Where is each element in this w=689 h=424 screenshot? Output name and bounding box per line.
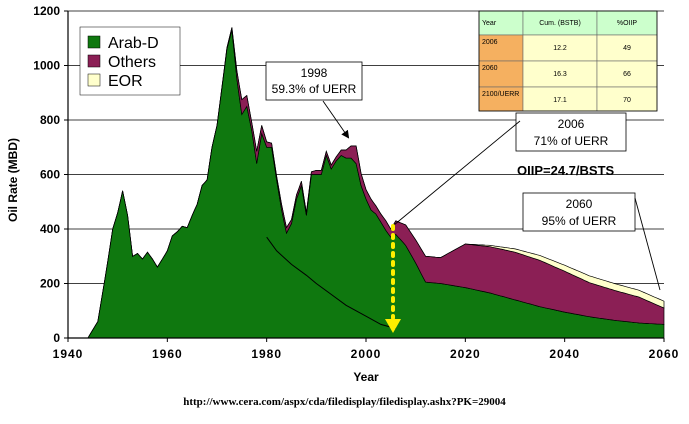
callout-2060: 2060 95% of UERR (522, 192, 661, 291)
y-tick-label: 1200 (33, 4, 60, 18)
table-cell (596, 60, 658, 88)
cumulative-table: Year Cum. (BSTB) %OIIP 2006 12.2 49 2060 16.3 66… (478, 10, 658, 112)
yellow-arrowhead (385, 319, 401, 333)
table-cell (478, 86, 524, 112)
callout-2006-line2: 71% of UERR (534, 134, 609, 148)
table-border (478, 10, 658, 112)
x-tick-label: 2040 (549, 347, 580, 361)
table-value: 70 (623, 97, 631, 104)
y-tick-label: 400 (40, 222, 60, 236)
callout-2006-leader (393, 120, 521, 226)
table-cell (522, 34, 598, 62)
legend: Arab-D Others EOR (79, 26, 181, 96)
table-cell (478, 34, 524, 62)
x-tick-label: 2020 (450, 347, 481, 361)
table-value: 49 (623, 45, 631, 52)
table-value: 2006 (482, 39, 498, 46)
table-value: 12.2 (553, 45, 567, 52)
oiip-label: OIIP=24.7/BSTS (517, 163, 615, 178)
legend-label-eor: EOR (108, 73, 143, 90)
x-axis-title: Year (353, 370, 379, 384)
arab-d-decline-line (266, 236, 396, 329)
table-cell (596, 86, 658, 112)
table-value: 2100/UERR (482, 91, 519, 98)
table-cell (596, 10, 658, 36)
callout-1998-line2: 59.3% of UERR (272, 82, 357, 96)
decline-curve (266, 236, 396, 329)
callout-1998-arrow (322, 100, 350, 139)
table-cell (522, 60, 598, 88)
table-value: 66 (623, 71, 631, 78)
legend-swatch-others (87, 54, 101, 68)
legend-swatch-eor (87, 73, 101, 87)
y-axis-title: Oil Rate (MBD) (6, 138, 20, 222)
y-tick-label: 600 (40, 168, 60, 182)
table-value: 2060 (482, 65, 498, 72)
x-tick-labels: 1940 1960 1980 2000 2020 2040 2060 (53, 347, 680, 361)
table-value: 16.3 (553, 71, 567, 78)
y-tick-label: 1000 (33, 59, 60, 73)
callout-2006-box (515, 112, 627, 152)
table-header: %OIIP (617, 20, 638, 27)
x-tick-label: 1960 (152, 347, 183, 361)
table-header: Cum. (BSTB) (539, 20, 581, 27)
legend-label-others: Others (108, 54, 156, 71)
y-tick-label: 200 (40, 277, 60, 291)
y-tick-label: 0 (53, 331, 60, 345)
table-header: Year (482, 20, 497, 27)
callout-2006: 2006 71% of UERR (393, 112, 627, 226)
callout-2060-box (522, 192, 636, 232)
table-cell (522, 86, 598, 112)
callout-2060-line2: 95% of UERR (542, 214, 617, 228)
callout-1998-box (265, 61, 363, 101)
area-eor (68, 27, 665, 339)
callout-2060-line1: 2060 (566, 197, 593, 211)
y-tick-label: 800 (40, 113, 60, 127)
source-url: http://www.cera.com/aspx/cda/filedisplay… (183, 396, 506, 408)
callout-2060-leader (634, 197, 661, 291)
legend-swatch-arab-d (87, 35, 101, 49)
x-tick-label: 1940 (53, 347, 84, 361)
legend-label-arab-d: Arab-D (108, 35, 159, 52)
x-tick-label: 2060 (649, 347, 680, 361)
axes (64, 10, 665, 342)
table-value: 17.1 (553, 97, 567, 104)
x-tick-label: 2000 (351, 347, 382, 361)
stacked-areas (68, 27, 665, 339)
x-tick-label: 1980 (251, 347, 282, 361)
table-cell (596, 34, 658, 62)
table-cell (522, 10, 598, 36)
yellow-dotted-arrow (385, 224, 401, 333)
callout-2006-line1: 2006 (558, 117, 585, 131)
callout-1998-line1: 1998 (301, 66, 328, 80)
y-tick-labels: 0 200 400 600 800 1000 1200 (33, 4, 60, 345)
callout-1998: 1998 59.3% of UERR (265, 61, 363, 139)
